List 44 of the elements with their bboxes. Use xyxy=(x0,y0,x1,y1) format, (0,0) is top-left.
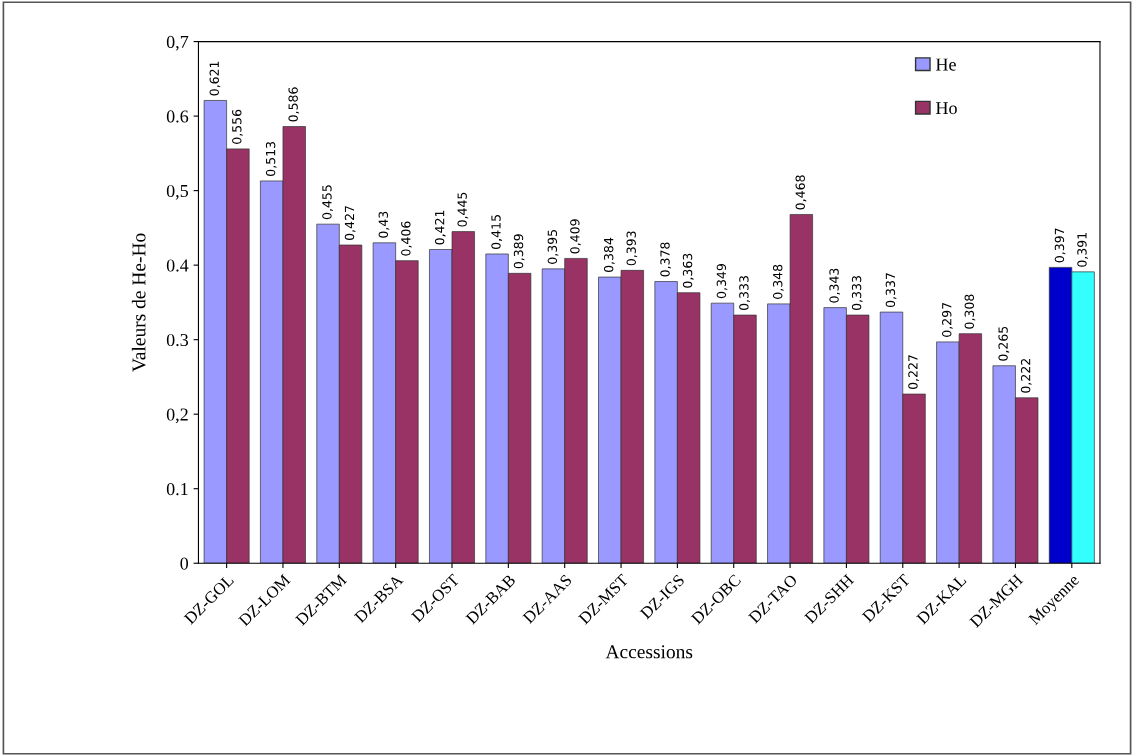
data-label: 0,455 xyxy=(322,185,333,220)
data-label: 0,43 xyxy=(378,211,390,238)
data-label: 0,363 xyxy=(682,253,694,288)
data-label: 0,513 xyxy=(265,141,277,176)
data-label: 0,393 xyxy=(626,231,638,266)
y-tick-label: 0.6 xyxy=(166,110,189,123)
data-label: 0,427 xyxy=(344,206,356,241)
data-label: 0,586 xyxy=(288,87,300,122)
data-label: 0,333 xyxy=(851,276,863,311)
data-label: 0,391 xyxy=(1077,233,1088,267)
data-label: 0,397 xyxy=(1054,228,1066,263)
data-label: 0,389 xyxy=(513,234,525,269)
y-tick-label: 0,5 xyxy=(166,184,189,200)
data-label: 0,297 xyxy=(942,303,953,337)
legend-label: Ho xyxy=(935,102,957,115)
data-label: 0,337 xyxy=(885,273,897,308)
data-label: 0,265 xyxy=(998,326,1010,361)
y-tick-label: 0 xyxy=(180,557,189,570)
data-label: 0,308 xyxy=(964,294,976,329)
data-label: 0,343 xyxy=(829,268,841,303)
data-label: 0,445 xyxy=(457,192,469,227)
data-label: 0,409 xyxy=(570,219,581,254)
data-label: 0,222 xyxy=(1020,359,1032,393)
data-label: 0,333 xyxy=(739,276,750,311)
y-tick-label: 0.3 xyxy=(166,333,189,347)
y-tick-label: 0,7 xyxy=(166,35,189,51)
data-label: 0,468 xyxy=(795,175,807,210)
data-label: 0,227 xyxy=(908,355,919,390)
x-axis-title: Accessions xyxy=(605,645,693,659)
data-label: 0,395 xyxy=(547,230,559,264)
data-label: 0,415 xyxy=(491,215,502,249)
data-label: 0,421 xyxy=(434,210,446,245)
data-label: 0,556 xyxy=(232,109,243,144)
data-label: 0,348 xyxy=(772,264,784,299)
data-label: 0,384 xyxy=(603,237,615,273)
y-tick-label: 0,2 xyxy=(166,408,188,424)
data-label: 0,621 xyxy=(209,61,221,96)
data-label: 0,378 xyxy=(660,242,672,277)
y-axis-title: Valeurs de He-Ho xyxy=(131,233,146,372)
legend-label: He xyxy=(935,58,956,71)
data-label: 0,406 xyxy=(401,221,412,256)
data-label: 0,349 xyxy=(716,264,728,299)
y-tick-label: 0.4 xyxy=(166,259,189,272)
y-tick-label: 0.1 xyxy=(166,482,188,496)
